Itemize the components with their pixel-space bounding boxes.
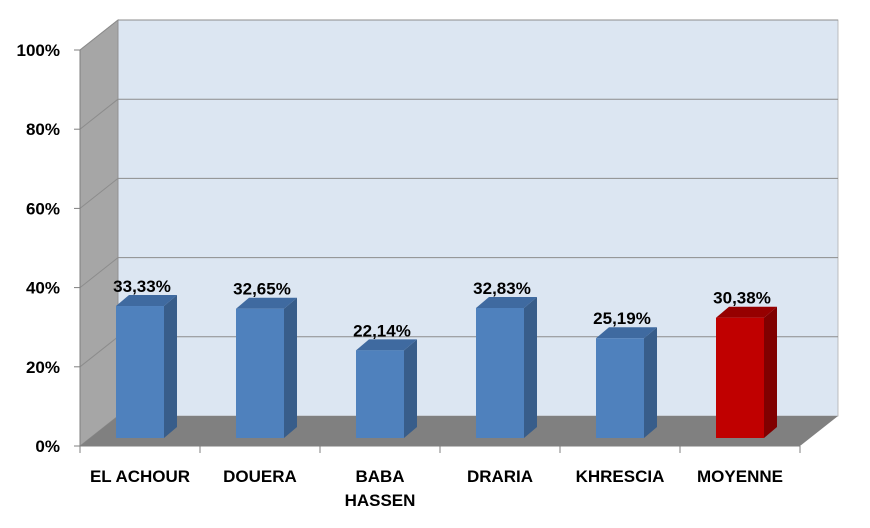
y-tick-label: 80% — [26, 120, 60, 139]
bar-top — [596, 327, 657, 339]
data-label: 32,65% — [233, 280, 291, 299]
gridline-side — [79, 19, 119, 51]
bar — [116, 295, 177, 438]
data-label: 33,33% — [113, 277, 171, 296]
bar-face — [716, 317, 764, 438]
bar-face — [116, 306, 164, 438]
gridline-side — [79, 336, 119, 368]
y-tick-label: 60% — [26, 199, 60, 218]
bar-side — [404, 339, 417, 438]
bar-top — [236, 297, 297, 309]
x-tick-label-line: MOYENNE — [697, 467, 783, 486]
y-tick-label: 40% — [26, 279, 60, 298]
bar-series — [116, 295, 777, 438]
x-tick-label: DRARIA — [467, 467, 533, 486]
gridlines — [79, 19, 838, 368]
bar-face — [236, 308, 284, 438]
y-tick-label: 0% — [35, 437, 60, 456]
x-tick-label: MOYENNE — [697, 467, 783, 486]
bar-face — [476, 307, 524, 438]
gridline-side — [79, 98, 119, 130]
x-tick-label: EL ACHOUR — [90, 467, 190, 486]
x-tick-label-line: KHRESCIA — [576, 467, 665, 486]
bar-face — [596, 338, 644, 438]
gridline-side — [79, 178, 119, 209]
x-tick-label-line: EL ACHOUR — [90, 467, 190, 486]
x-tick-label-line: DRARIA — [467, 467, 533, 486]
bar — [596, 327, 657, 438]
bar-side — [284, 297, 297, 438]
bar-top — [116, 295, 177, 307]
bar-top — [476, 296, 537, 308]
y-tick-label: 100% — [17, 41, 60, 60]
y-tick-label: 20% — [26, 358, 60, 377]
x-tick-label-line: DOUERA — [223, 467, 297, 486]
x-axis-labels: EL ACHOUR DOUERA BABA HASSEN DRARIA KHRESCIA M… — [90, 467, 783, 510]
x-tick-label-line: BABA — [355, 467, 404, 486]
x-tick-label: DOUERA — [223, 467, 297, 486]
data-label: 22,14% — [353, 321, 411, 340]
x-tick-label: BABA HASSEN — [345, 467, 416, 510]
bar — [236, 297, 297, 438]
bar-top — [716, 306, 777, 318]
data-label: 30,38% — [713, 289, 771, 308]
side-wall — [79, 19, 119, 447]
bar-top — [356, 339, 417, 351]
bar-side — [764, 306, 777, 438]
x-tick-label: KHRESCIA — [576, 467, 665, 486]
gridline-side — [79, 257, 119, 288]
bar — [476, 296, 537, 438]
data-label: 32,83% — [473, 279, 531, 298]
data-labels: 33,33% 32,65% 22,14% 32,83% 25,19% 30,38% — [113, 277, 771, 340]
bar-side — [524, 296, 537, 438]
x-tick-label-line: HASSEN — [345, 491, 416, 510]
y-axis-ticks: 0% 20% 40% 60% 80% 100% — [17, 41, 80, 456]
bar — [356, 339, 417, 438]
bar — [716, 306, 777, 438]
axes — [79, 50, 801, 453]
bar-face — [356, 350, 404, 438]
data-label: 25,19% — [593, 309, 651, 328]
bar-side — [644, 327, 657, 438]
bar-side — [164, 295, 177, 438]
